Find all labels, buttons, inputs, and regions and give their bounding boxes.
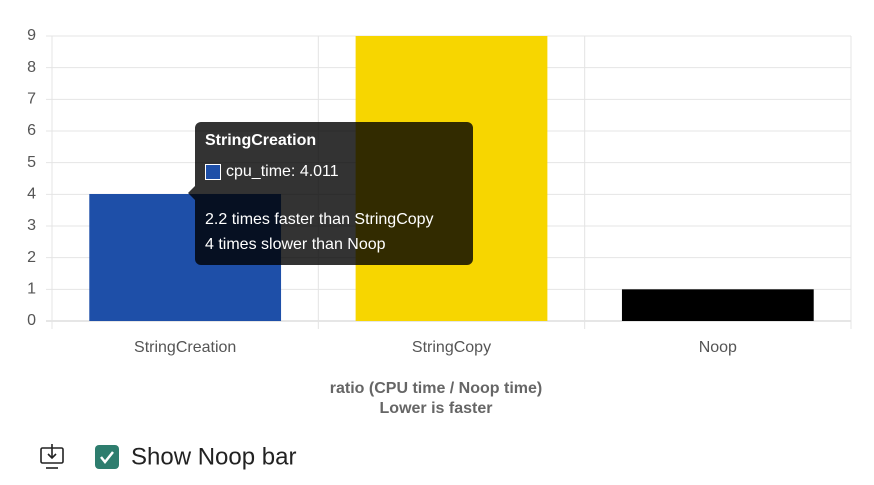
tooltip-line: 2.2 times faster than StringCopy [205, 211, 434, 228]
tooltip: StringCreation cpu_time: 4.011 2.2 times f… [188, 122, 473, 265]
icon-arrowhead [47, 453, 57, 460]
y-tick-label: 5 [27, 154, 36, 171]
tooltip-box [195, 122, 473, 265]
checkbox[interactable] [95, 445, 119, 469]
y-tick-label: 4 [27, 186, 36, 203]
y-tick-label: 7 [27, 91, 36, 108]
checkbox-label[interactable]: Show Noop bar [131, 443, 296, 470]
x-axis-subtitle: Lower is faster [380, 400, 493, 417]
tooltip-caret [188, 186, 195, 200]
checkmark [100, 451, 114, 465]
bar [621, 289, 814, 321]
y-tick-label: 6 [27, 122, 36, 139]
tooltip-swatch [205, 164, 221, 180]
x-axis-title: ratio (CPU time / Noop time) [330, 380, 542, 397]
tooltip-line: 4 times slower than Noop [205, 236, 386, 253]
y-tick-label: 8 [27, 59, 36, 76]
download-icon[interactable] [40, 444, 64, 469]
x-tick-label: Noop [699, 339, 737, 356]
y-tick-label: 0 [27, 312, 36, 329]
checkbox-box [95, 445, 119, 469]
x-tick-label: StringCopy [412, 339, 491, 356]
y-tick-label: 9 [27, 27, 36, 44]
y-tick-label: 2 [27, 249, 36, 266]
tooltip-label: cpu_time: 4.011 [226, 163, 339, 180]
x-tick-label: StringCreation [134, 339, 236, 356]
y-tick-label: 1 [27, 281, 36, 298]
tooltip-title: StringCreation [205, 132, 316, 149]
y-tick-label: 3 [27, 217, 36, 234]
